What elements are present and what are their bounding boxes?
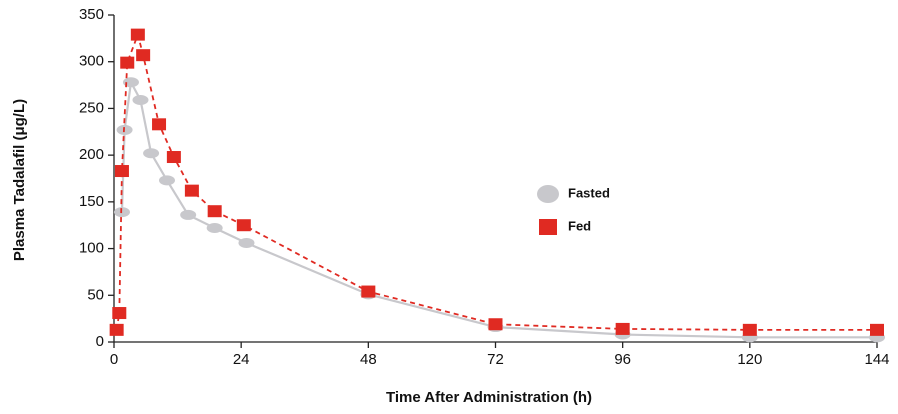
marker — [743, 324, 757, 336]
series-line — [122, 82, 877, 337]
series-line — [117, 35, 877, 330]
marker — [207, 223, 223, 233]
legend-label: Fed — [568, 218, 591, 233]
marker — [185, 185, 199, 197]
marker — [159, 175, 175, 185]
y-tick-label: 50 — [87, 286, 104, 303]
marker — [152, 118, 166, 130]
x-tick-label: 96 — [614, 351, 631, 368]
marker — [208, 205, 222, 217]
marker — [616, 323, 630, 335]
marker — [167, 151, 181, 163]
x-tick-label: 0 — [110, 351, 118, 368]
x-axis-label: Time After Administration (h) — [386, 389, 592, 406]
x-tick-label: 24 — [233, 351, 250, 368]
x-tick-label: 144 — [864, 351, 889, 368]
marker — [489, 318, 503, 330]
marker — [143, 148, 159, 158]
y-axis-label: Plasma Tadalafil (μg/L) — [11, 99, 28, 261]
marker — [120, 57, 134, 69]
y-tick-label: 150 — [79, 193, 104, 210]
marker — [238, 238, 254, 248]
y-tick-label: 300 — [79, 53, 104, 70]
marker — [180, 210, 196, 220]
marker — [870, 324, 884, 336]
legend-swatch — [537, 185, 559, 203]
legend-swatch — [539, 219, 557, 235]
marker — [112, 307, 126, 319]
chart: Time After Administration (h) Plasma Tad… — [0, 0, 898, 414]
y-tick-label: 350 — [79, 6, 104, 23]
marker — [136, 49, 150, 61]
legend-label: Fasted — [568, 185, 610, 200]
y-tick-label: 100 — [79, 240, 104, 257]
x-tick-label: 120 — [737, 351, 762, 368]
marker — [132, 95, 148, 105]
y-tick-label: 250 — [79, 99, 104, 116]
x-tick-label: 72 — [487, 351, 504, 368]
marker — [361, 286, 375, 298]
x-tick-label: 48 — [360, 351, 377, 368]
y-tick-label: 0 — [96, 333, 104, 350]
marker — [110, 324, 124, 336]
marker — [131, 29, 145, 41]
marker — [115, 165, 129, 177]
y-tick-label: 200 — [79, 146, 104, 163]
marker — [237, 219, 251, 231]
